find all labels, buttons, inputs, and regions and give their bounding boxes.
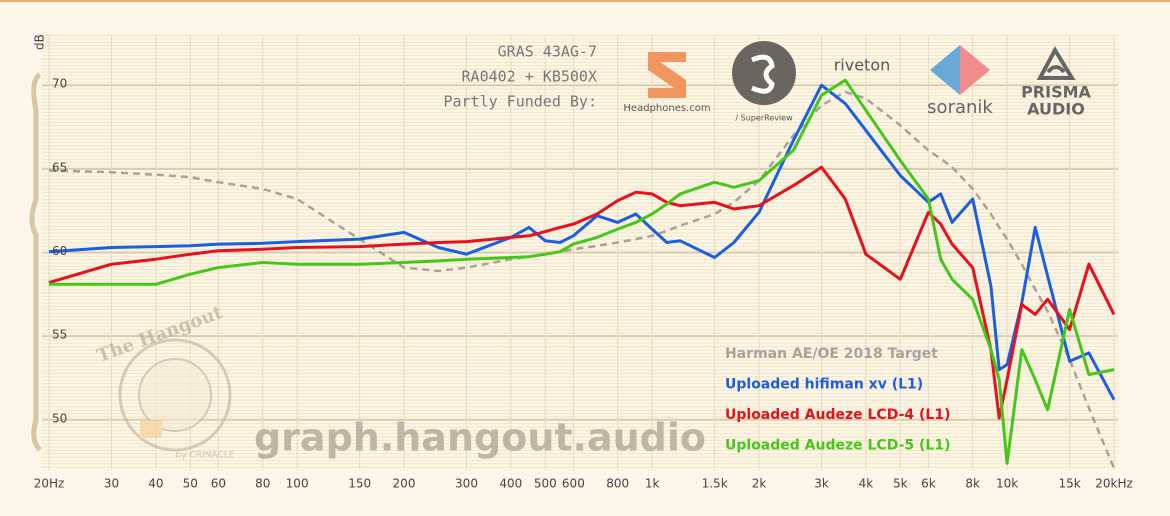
x-tick-label: 80 xyxy=(255,477,270,491)
sponsor-headphones: Headphones.com xyxy=(623,52,711,114)
x-tick-label: 2k xyxy=(752,477,767,491)
x-tick-label: 5k xyxy=(893,477,908,491)
x-tick-label: 500 xyxy=(534,477,557,491)
x-tick-label: 20kHz xyxy=(1095,477,1133,491)
x-tick-label: 100 xyxy=(286,477,309,491)
x-tick-label: 200 xyxy=(393,477,416,491)
x-tick-label: 600 xyxy=(562,477,585,491)
x-tick-label: 60 xyxy=(211,477,226,491)
x-tick-label: 800 xyxy=(606,477,629,491)
annotation: Partly Funded By: xyxy=(443,93,597,111)
grid xyxy=(42,35,1118,470)
x-tick-label: 40 xyxy=(148,477,163,491)
sponsor-name: PRISMA xyxy=(1021,83,1091,102)
x-tick-label: 15k xyxy=(1059,477,1081,491)
series-line xyxy=(48,83,1116,401)
sponsor-name: soranik xyxy=(927,97,993,118)
x-tick-label: 300 xyxy=(455,477,478,491)
y-tick-label: 50 xyxy=(52,411,67,425)
legend-entry: Uploaded hifiman xv (L1) xyxy=(725,377,923,393)
x-tick-label: 6k xyxy=(921,477,936,491)
annotation: GRAS 43AG-7 xyxy=(498,43,597,61)
sponsor-soranik: soranik xyxy=(927,45,993,118)
sponsor-name: Headphones.com xyxy=(623,103,710,114)
annotation: RA0402 + KB500X xyxy=(462,68,597,86)
y-tick-label: 70 xyxy=(52,77,67,91)
legend-entry: Harman AE/OE 2018 Target xyxy=(725,346,938,362)
sponsor-name: riveton xyxy=(834,56,891,75)
y-tick-label: 60 xyxy=(52,244,67,258)
y-axis-label: dB xyxy=(33,34,47,50)
x-tick-label: 1k xyxy=(645,477,660,491)
legend: Harman AE/OE 2018 Target Uploaded hifiman… xyxy=(725,346,950,454)
x-tick-label: 50 xyxy=(183,477,198,491)
x-tick-label: 1.5k xyxy=(702,477,728,491)
lines xyxy=(48,78,1116,469)
y-tick-label: 65 xyxy=(52,160,67,174)
series-line xyxy=(48,165,1116,420)
x-tick-label: 400 xyxy=(499,477,522,491)
x-tick-label: 3k xyxy=(814,477,829,491)
x-tick-label: 8k xyxy=(965,477,980,491)
sponsor-riveton: riveton xyxy=(834,56,891,75)
watermark: graph.hangout.audio xyxy=(254,416,706,460)
badge-credit: by CRINACLE xyxy=(176,451,235,461)
x-tick-label: 4k xyxy=(859,477,874,491)
sponsor-superreview: / SuperReview xyxy=(732,41,796,123)
x-tick-label: 150 xyxy=(348,477,371,491)
sponsor-prisma: PRISMA AUDIO xyxy=(1021,45,1092,119)
legend-entry: Uploaded Audeze LCD-4 (L1) xyxy=(725,407,950,423)
x-tick-label: 20Hz xyxy=(34,477,65,491)
x-tick-label: 30 xyxy=(104,477,119,491)
left-decoration xyxy=(29,72,42,452)
sponsor-name: AUDIO xyxy=(1027,100,1085,119)
y-tick-label: 55 xyxy=(52,328,67,342)
sponsor-name: / SuperReview xyxy=(735,114,793,123)
x-axis: 20Hz 30 40 50 60 80 100 150 200 300 400 500 600 800 1k… xyxy=(34,477,1133,491)
series-line xyxy=(49,78,1115,465)
legend-entry: Uploaded Audeze LCD-5 (L1) xyxy=(725,438,950,454)
x-tick-label: 10k xyxy=(996,477,1018,491)
